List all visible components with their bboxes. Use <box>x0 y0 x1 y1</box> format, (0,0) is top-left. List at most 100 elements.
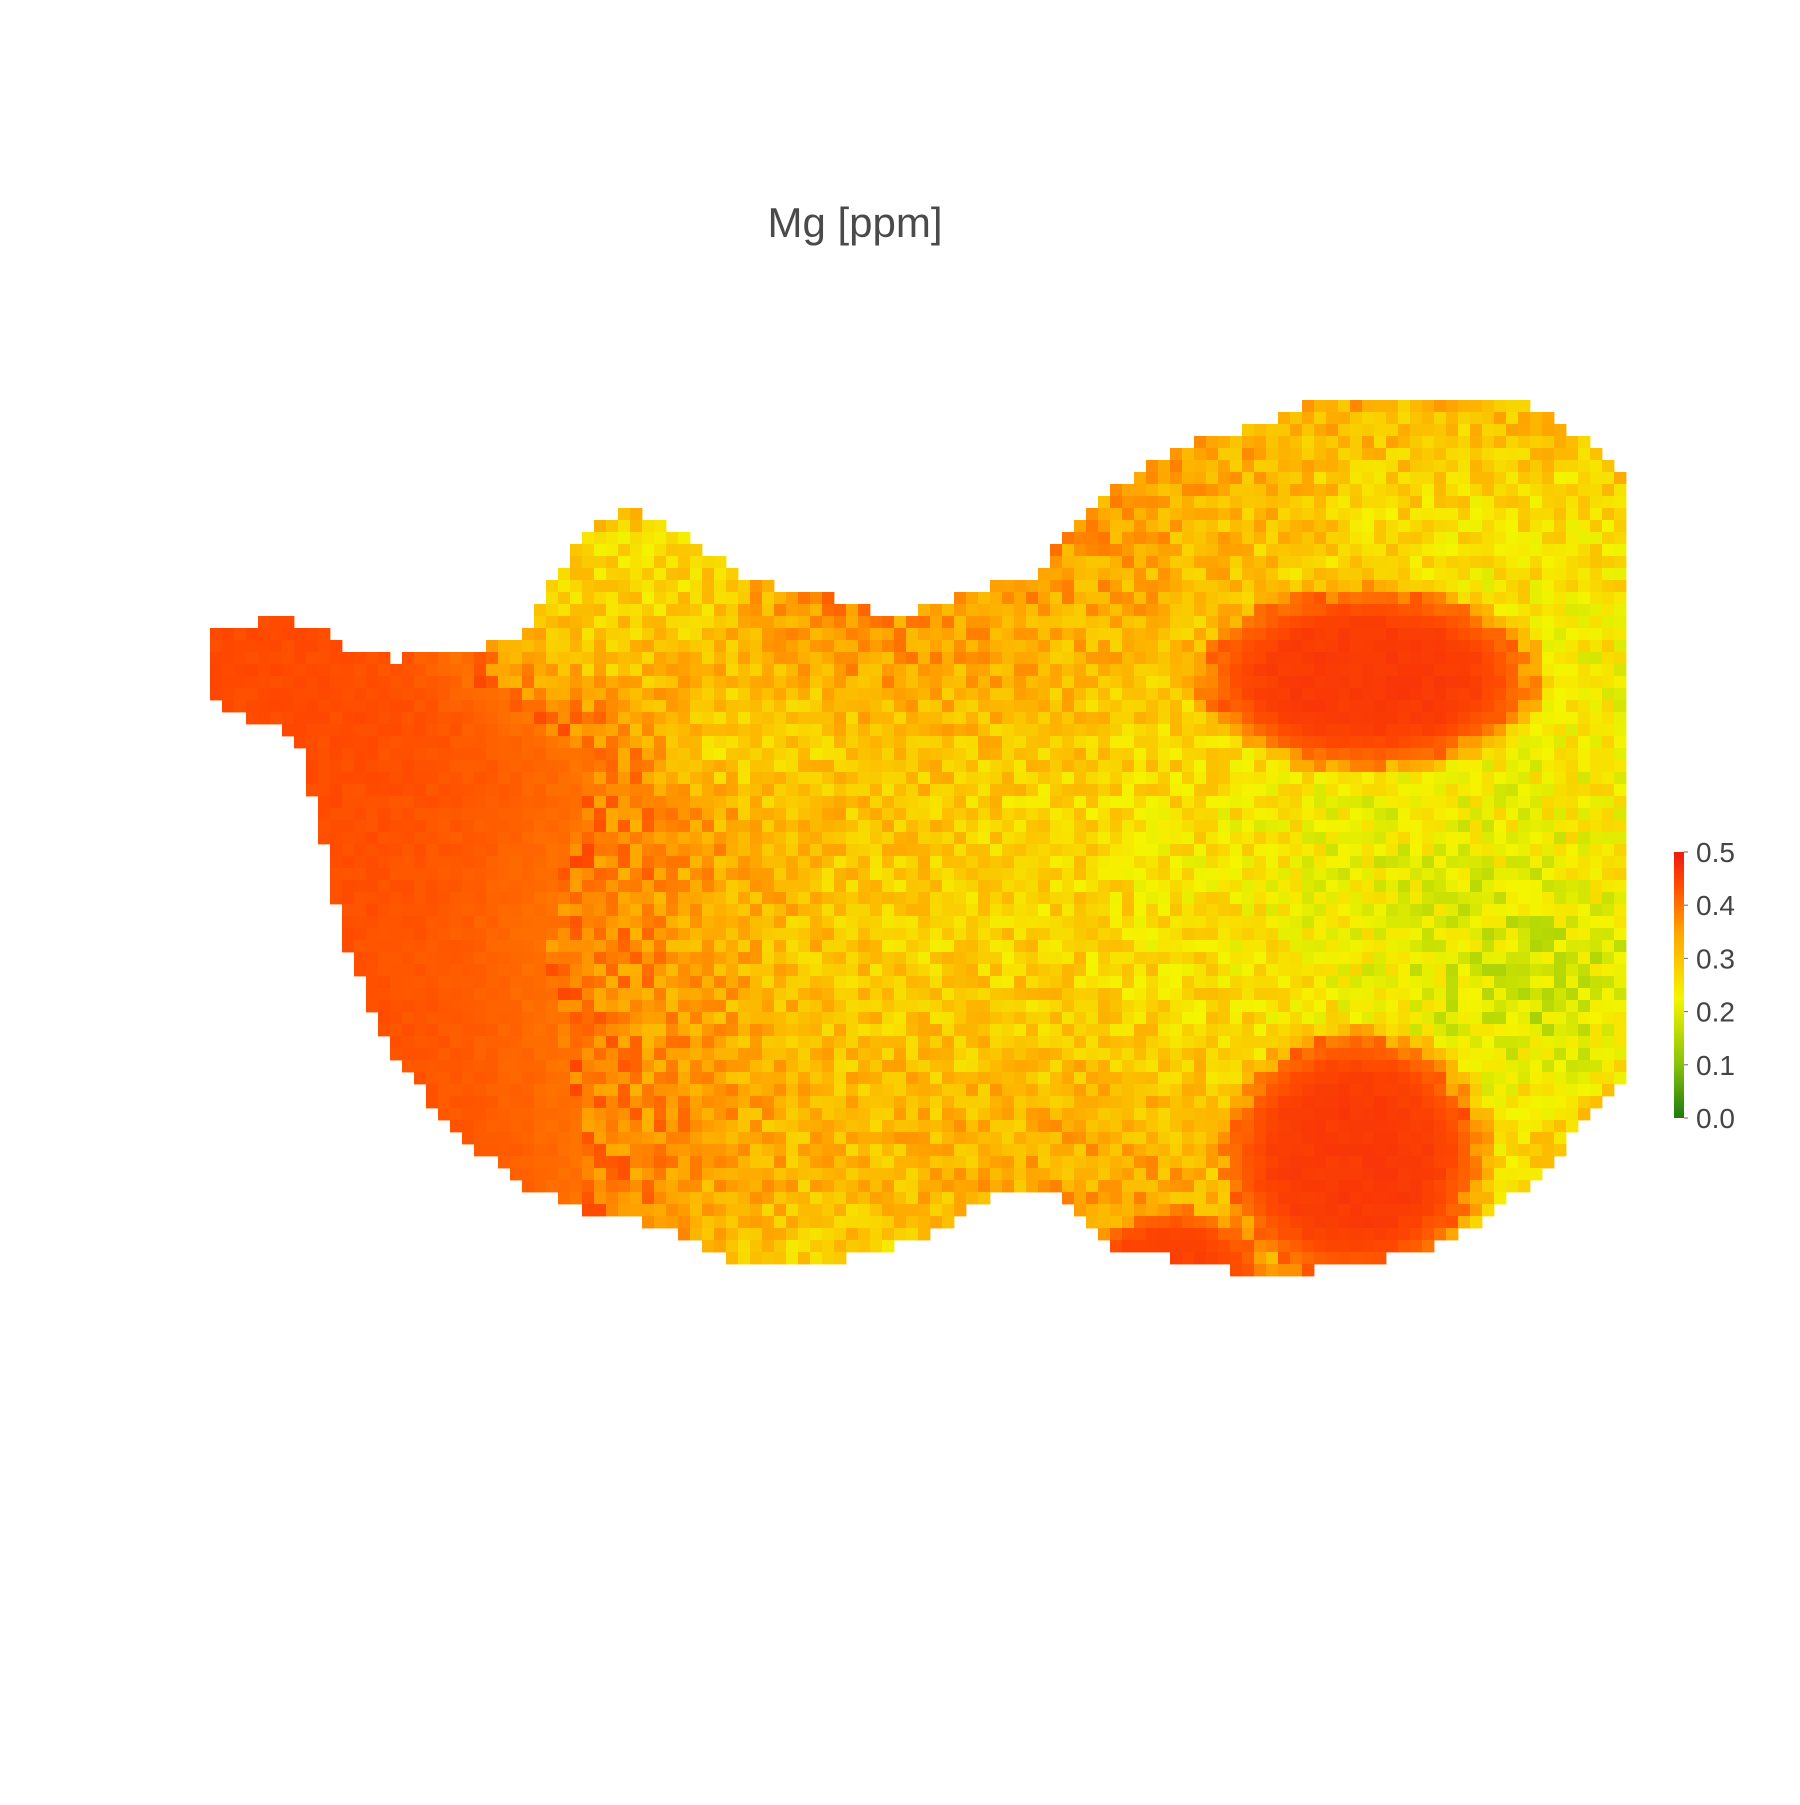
heatmap-cell <box>1350 520 1363 533</box>
heatmap-cell <box>666 688 679 701</box>
heatmap-cell <box>1374 940 1387 953</box>
heatmap-cell <box>1350 820 1363 833</box>
heatmap-cell <box>582 1012 595 1025</box>
heatmap-cell <box>942 880 955 893</box>
heatmap-cell <box>582 784 595 797</box>
heatmap-cell <box>1158 796 1171 809</box>
heatmap-cell <box>1374 952 1387 965</box>
heatmap-cell <box>1422 460 1435 473</box>
heatmap-cell <box>1242 724 1255 737</box>
heatmap-cell <box>990 820 1003 833</box>
heatmap-cell <box>1122 568 1135 581</box>
heatmap-cell <box>834 988 847 1001</box>
heatmap-cell <box>366 880 379 893</box>
heatmap-cell <box>654 760 667 773</box>
heatmap-cell <box>642 988 655 1001</box>
heatmap-cell <box>738 820 751 833</box>
heatmap-cell <box>702 592 715 605</box>
heatmap-cell <box>474 844 487 857</box>
heatmap-cell <box>990 916 1003 929</box>
heatmap-cell <box>666 1036 679 1049</box>
heatmap-cell <box>1374 988 1387 1001</box>
heatmap-cell <box>618 712 631 725</box>
heatmap-cell <box>750 880 763 893</box>
heatmap-cell <box>1194 928 1207 941</box>
heatmap-cell <box>1302 724 1315 737</box>
heatmap-cell <box>618 1048 631 1061</box>
heatmap-cell <box>1350 1060 1363 1073</box>
heatmap-cell <box>786 796 799 809</box>
heatmap-cell <box>474 904 487 917</box>
heatmap-cell <box>1314 1012 1327 1025</box>
heatmap-cell <box>690 772 703 785</box>
heatmap-cell <box>894 760 907 773</box>
heatmap-cell <box>1206 556 1219 569</box>
heatmap-cell <box>654 904 667 917</box>
heatmap-cell <box>1554 628 1567 641</box>
heatmap-cell <box>1074 748 1087 761</box>
heatmap-cell <box>546 604 559 617</box>
heatmap-cell <box>1326 700 1339 713</box>
heatmap-cell <box>618 1036 631 1049</box>
heatmap-cell <box>1230 496 1243 509</box>
heatmap-cell <box>1602 964 1615 977</box>
heatmap-cell <box>978 928 991 941</box>
heatmap-cell <box>234 628 247 641</box>
heatmap-cell <box>1206 844 1219 857</box>
heatmap-cell <box>1386 424 1399 437</box>
heatmap-cell <box>1398 916 1411 929</box>
heatmap-cell <box>1062 856 1075 869</box>
heatmap-cell <box>654 736 667 749</box>
heatmap-cell <box>558 940 571 953</box>
heatmap-cell <box>786 640 799 653</box>
heatmap-cell <box>390 904 403 917</box>
heatmap-cell <box>1386 748 1399 761</box>
heatmap-cell <box>1230 868 1243 881</box>
heatmap-cell <box>1266 484 1279 497</box>
heatmap-cell <box>1386 832 1399 845</box>
heatmap-cell <box>558 868 571 881</box>
heatmap-cell <box>1530 592 1543 605</box>
heatmap-cell <box>1362 472 1375 485</box>
heatmap-cell <box>702 904 715 917</box>
heatmap-cell <box>1602 472 1615 485</box>
heatmap-cell <box>594 1012 607 1025</box>
heatmap-cell <box>1014 748 1027 761</box>
heatmap-cell <box>1338 1048 1351 1061</box>
heatmap-cell <box>858 892 871 905</box>
heatmap-cell <box>1446 628 1459 641</box>
heatmap-cell <box>1542 796 1555 809</box>
heatmap-cell <box>426 916 439 929</box>
heatmap-cell <box>702 844 715 857</box>
heatmap-cell <box>1230 436 1243 449</box>
heatmap-cell <box>1578 748 1591 761</box>
heatmap-cell <box>1374 436 1387 449</box>
heatmap-cell <box>1554 460 1567 473</box>
heatmap-cell <box>1578 700 1591 713</box>
heatmap-cell <box>1146 820 1159 833</box>
heatmap-cell <box>354 688 367 701</box>
heatmap-cell <box>750 952 763 965</box>
heatmap-cell <box>1134 1024 1147 1037</box>
heatmap-cell <box>1338 664 1351 677</box>
heatmap-cell <box>774 1048 787 1061</box>
heatmap-cell <box>1458 892 1471 905</box>
heatmap-cell <box>606 568 619 581</box>
heatmap-cell <box>666 928 679 941</box>
heatmap-cell <box>1530 580 1543 593</box>
heatmap-cell <box>1002 628 1015 641</box>
heatmap-cell <box>1194 772 1207 785</box>
heatmap-cell <box>1230 988 1243 1001</box>
heatmap-cell <box>1410 460 1423 473</box>
heatmap-cell <box>1458 604 1471 617</box>
heatmap-cell <box>258 652 271 665</box>
heatmap-cell <box>954 904 967 917</box>
heatmap-cell <box>1146 1012 1159 1025</box>
heatmap-cell <box>1206 640 1219 653</box>
heatmap-cell <box>630 760 643 773</box>
heatmap-cell <box>438 676 451 689</box>
heatmap-cell <box>894 616 907 629</box>
heatmap-cell <box>1218 472 1231 485</box>
heatmap-cell <box>1530 784 1543 797</box>
heatmap-cell <box>1098 700 1111 713</box>
